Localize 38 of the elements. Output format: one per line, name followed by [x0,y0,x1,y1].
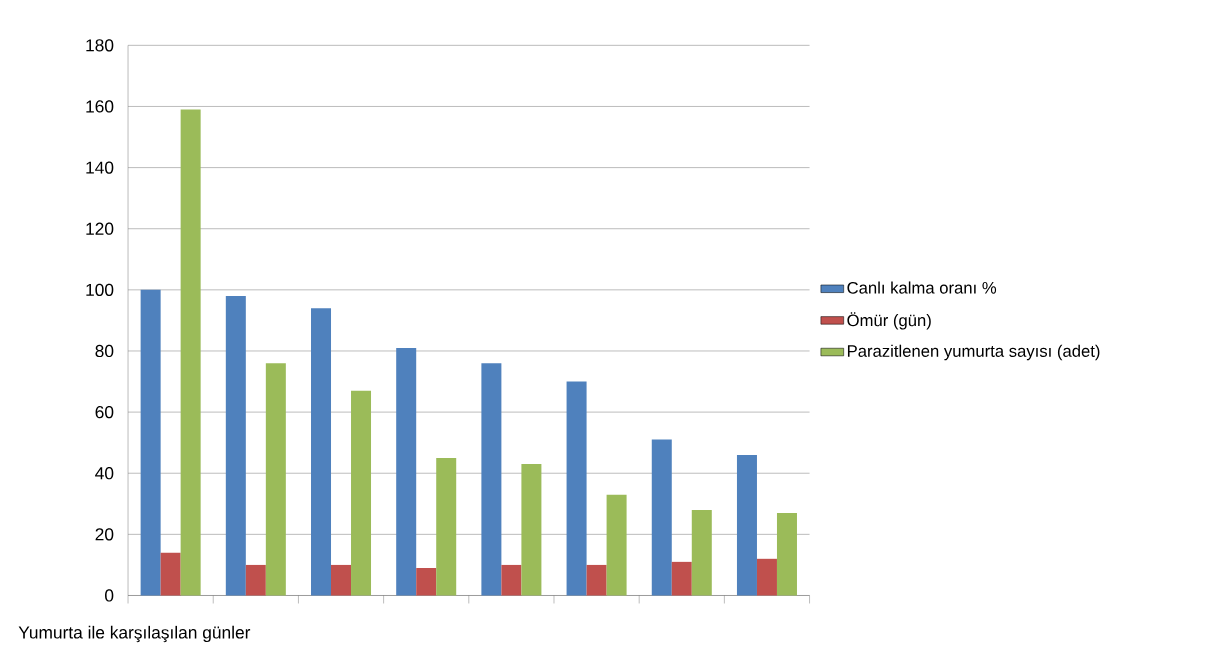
legend-label: Canlı kalma oranı % [847,281,997,294]
y-tick-label: 180 [86,39,114,52]
bar [776,513,797,596]
bar [140,290,161,596]
bar [351,390,372,596]
y-tick-label: 120 [86,222,114,236]
y-tick-label: 0 [105,589,114,602]
y-tick-label: 140 [86,161,114,174]
bar [436,458,457,596]
bar [691,510,712,596]
bar [586,565,607,596]
legend-label: Parazitlenen yumurta sayısı (adet) [847,344,1100,361]
bar [756,559,777,596]
bar [481,363,502,596]
bar [651,439,672,596]
bar [416,568,437,596]
y-tick-label: 100 [86,283,114,297]
legend-label: Ömür (gün) [847,312,931,330]
bar [331,565,352,596]
bar [225,296,246,596]
bar [671,562,692,596]
bar [180,109,201,596]
bar [521,464,542,596]
bar [501,565,522,596]
bar [736,455,757,596]
bar [396,348,417,596]
y-tick-label: 160 [86,100,114,113]
bar [160,552,181,596]
bar [606,494,627,596]
bar [311,308,332,596]
y-tick-label: 20 [95,528,114,541]
bar [566,381,587,596]
y-tick-label: 80 [95,345,114,358]
y-tick-label: 60 [95,406,114,419]
y-tick-label: 40 [95,467,114,480]
bar [245,565,266,596]
x-axis-title: Yumurta ile karşılaşılan günler [18,626,251,643]
bar [265,363,286,596]
